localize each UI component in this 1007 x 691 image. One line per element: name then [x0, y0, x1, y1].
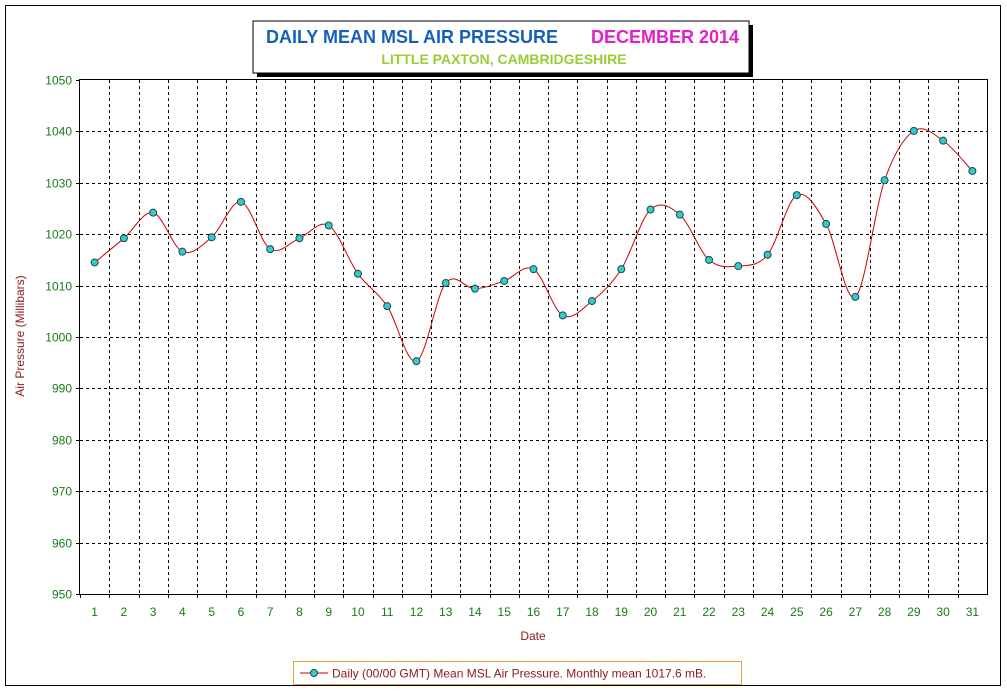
data-point-19: [617, 265, 626, 274]
x-tick-label: 17: [556, 605, 570, 619]
data-point-1: [90, 258, 99, 267]
x-tick-label: 16: [527, 605, 541, 619]
data-point-28: [880, 176, 889, 185]
data-point-26: [822, 219, 831, 228]
data-point-20: [646, 205, 655, 214]
x-tick-label: 20: [644, 605, 658, 619]
x-tick-label: 4: [179, 605, 186, 619]
data-point-3: [149, 208, 158, 217]
y-tick-label: 980: [52, 434, 72, 448]
y-tick-label: 950: [52, 588, 72, 602]
data-point-7: [266, 245, 275, 254]
chart-subtitle: LITTLE PAXTON, CAMBRIDGESHIRE: [381, 51, 626, 67]
data-point-24: [763, 250, 772, 259]
x-tick-label: 26: [819, 605, 833, 619]
data-point-8: [295, 234, 304, 243]
x-tick-label: 25: [790, 605, 804, 619]
data-point-15: [500, 276, 509, 285]
data-point-31: [968, 166, 977, 175]
x-tick-label: 19: [615, 605, 629, 619]
data-point-14: [470, 284, 479, 293]
x-tick-label: 27: [849, 605, 863, 619]
series-markers: [90, 126, 977, 366]
data-point-25: [792, 191, 801, 200]
x-tick-label: 10: [351, 605, 365, 619]
grid: [80, 80, 987, 594]
data-point-2: [119, 234, 128, 243]
data-point-10: [353, 269, 362, 278]
data-point-17: [558, 311, 567, 320]
x-tick-label: 3: [150, 605, 157, 619]
y-tick-label: 1030: [45, 177, 72, 191]
data-point-27: [851, 292, 860, 301]
data-point-21: [675, 210, 684, 219]
legend-box: [293, 661, 742, 685]
data-point-4: [178, 247, 187, 256]
data-point-16: [529, 265, 538, 274]
y-tick-label: 1050: [45, 74, 72, 88]
x-tick-label: 6: [238, 605, 245, 619]
x-tick-label: 2: [121, 605, 128, 619]
x-tick-label: 5: [208, 605, 215, 619]
data-point-23: [734, 262, 743, 271]
x-tick-label: 24: [761, 605, 775, 619]
data-point-22: [705, 255, 714, 264]
data-point-12: [412, 357, 421, 366]
data-point-6: [236, 197, 245, 206]
x-tick-label: 28: [878, 605, 892, 619]
x-tick-label: 11: [381, 605, 394, 619]
x-tick-label: 31: [966, 605, 980, 619]
chart-title: DAILY MEAN MSL AIR PRESSURE: [266, 27, 558, 47]
chart-title-month: DECEMBER 2014: [591, 27, 739, 47]
x-tick-label: 18: [585, 605, 599, 619]
x-tick-label: 22: [702, 605, 716, 619]
x-tick-label: 15: [498, 605, 512, 619]
y-tick-label: 1040: [45, 125, 72, 139]
x-tick-label: 23: [732, 605, 746, 619]
y-axis-ticks: 950 960 970 980 990 1000 1010 1020 1030 1040 1050: [45, 74, 80, 602]
y-tick-label: 990: [52, 382, 72, 396]
data-point-30: [939, 136, 948, 145]
x-tick-label: 9: [325, 605, 332, 619]
chart-frame: [5, 5, 1001, 686]
title-box: [252, 20, 750, 74]
x-tick-label: 29: [907, 605, 921, 619]
x-axis-ticks: 1 2 3 4 5 6 7 8 9 10 11 12 13 14 15 16 17 18 19 20 21 22 23 24 2…: [80, 594, 980, 619]
data-point-9: [324, 221, 333, 230]
x-tick-label: 8: [296, 605, 303, 619]
y-tick-label: 1000: [45, 331, 72, 345]
x-tick-label: 13: [439, 605, 453, 619]
data-point-18: [588, 297, 597, 306]
legend-marker-swatch: [310, 669, 318, 677]
x-tick-label: 1: [91, 605, 98, 619]
y-axis-label: Air Pressure (Millibars): [13, 275, 27, 396]
y-tick-label: 1010: [45, 280, 72, 294]
y-tick-label: 960: [52, 537, 72, 551]
data-point-29: [909, 126, 918, 135]
legend-entry: Daily (00/00 GMT) Mean MSL Air Pressure.…: [332, 667, 706, 681]
x-tick-label: 30: [936, 605, 950, 619]
y-tick-label: 970: [52, 485, 72, 499]
data-point-11: [383, 302, 392, 311]
x-tick-label: 21: [673, 605, 687, 619]
x-tick-label: 12: [410, 605, 424, 619]
y-tick-label: 1020: [45, 228, 72, 242]
x-tick-label: 14: [468, 605, 482, 619]
data-point-13: [441, 279, 450, 288]
x-axis-label: Date: [520, 629, 546, 643]
x-tick-label: 7: [267, 605, 274, 619]
data-point-5: [207, 233, 216, 242]
